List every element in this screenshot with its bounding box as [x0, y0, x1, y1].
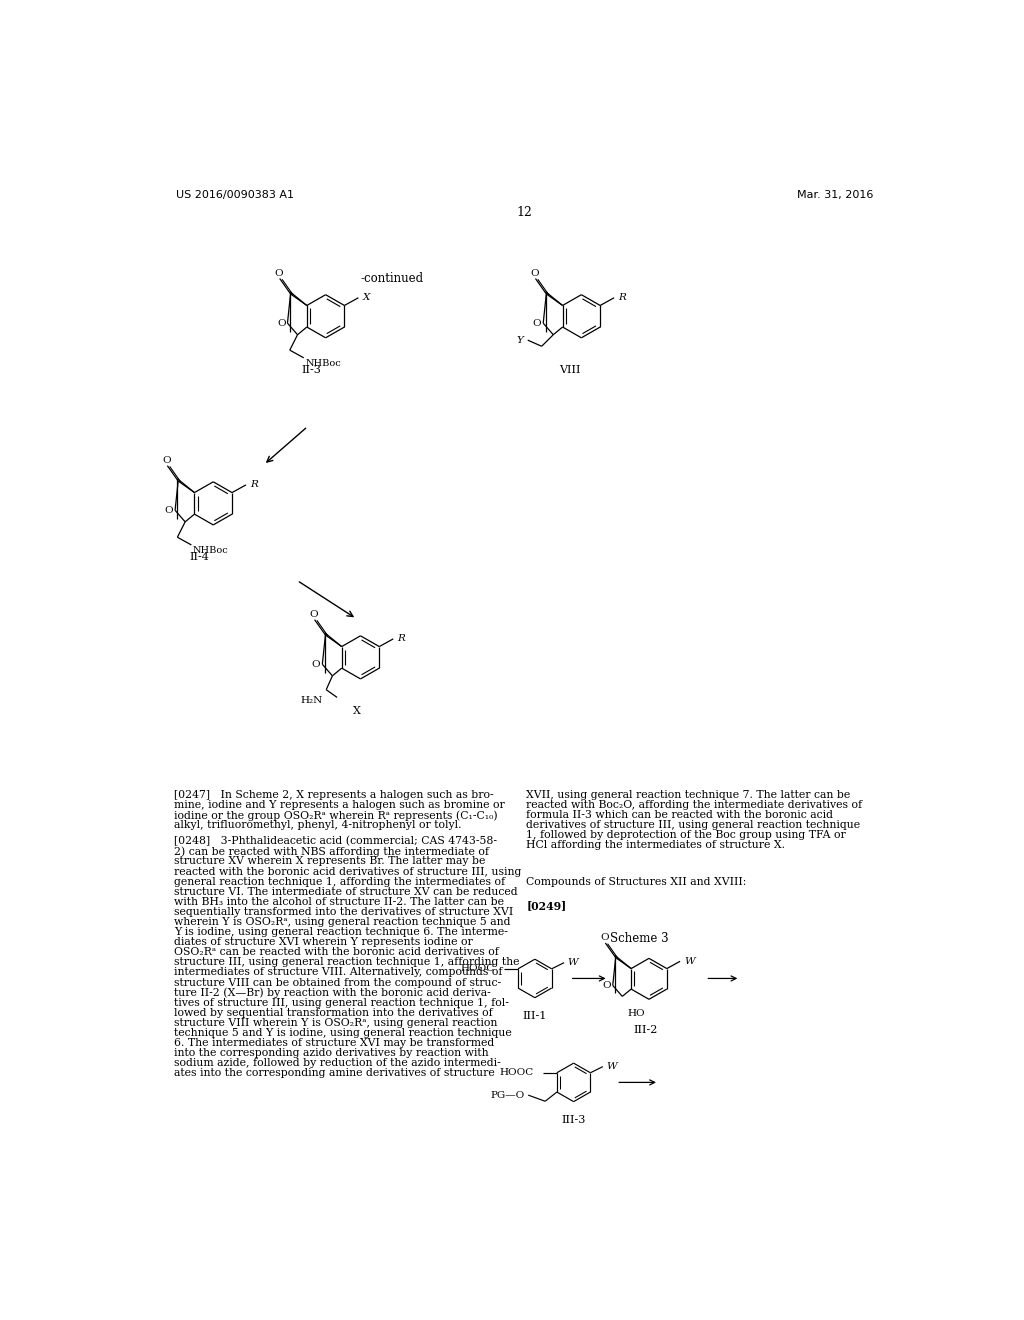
Text: Compounds of Structures XII and XVIII:: Compounds of Structures XII and XVIII: — [526, 876, 746, 887]
Text: O: O — [532, 318, 542, 327]
Text: alkyl, trifluoromethyl, phenyl, 4-nitrophenyl or tolyl.: alkyl, trifluoromethyl, phenyl, 4-nitrop… — [174, 820, 462, 830]
Text: structure VIII can be obtained from the compound of struc-: structure VIII can be obtained from the … — [174, 978, 502, 987]
Text: structure VI. The intermediate of structure XV can be reduced: structure VI. The intermediate of struct… — [174, 887, 518, 896]
Text: HO: HO — [628, 1010, 645, 1018]
Text: with BH₃ into the alcohol of structure II-2. The latter can be: with BH₃ into the alcohol of structure I… — [174, 896, 505, 907]
Text: 2) can be reacted with NBS affording the intermediate of: 2) can be reacted with NBS affording the… — [174, 846, 489, 857]
Text: O: O — [600, 933, 609, 942]
Text: OSO₂Rᵃ can be reacted with the boronic acid derivatives of: OSO₂Rᵃ can be reacted with the boronic a… — [174, 948, 500, 957]
Text: XVII, using general reaction technique 7. The latter can be: XVII, using general reaction technique 7… — [526, 789, 851, 800]
Text: US 2016/0090383 A1: US 2016/0090383 A1 — [176, 190, 294, 201]
Text: O: O — [274, 269, 284, 277]
Text: W: W — [606, 1063, 616, 1071]
Text: intermediates of structure VIII. Alternatively, compounds of: intermediates of structure VIII. Alterna… — [174, 968, 503, 977]
Text: ture II-2 (X—Br) by reaction with the boronic acid deriva-: ture II-2 (X—Br) by reaction with the bo… — [174, 987, 492, 998]
Text: Y: Y — [517, 335, 524, 345]
Text: HOOC: HOOC — [500, 1068, 534, 1077]
Text: derivatives of structure III, using general reaction technique: derivatives of structure III, using gene… — [526, 820, 860, 830]
Text: Mar. 31, 2016: Mar. 31, 2016 — [797, 190, 873, 201]
Text: II-4: II-4 — [189, 552, 209, 562]
Text: O: O — [276, 318, 286, 327]
Text: sodium azide, followed by reduction of the azido intermedi-: sodium azide, followed by reduction of t… — [174, 1059, 502, 1068]
Text: III-3: III-3 — [561, 1114, 586, 1125]
Text: general reaction technique 1, affording the intermediates of: general reaction technique 1, affording … — [174, 876, 506, 887]
Text: formula II-3 which can be reacted with the boronic acid: formula II-3 which can be reacted with t… — [526, 810, 834, 820]
Text: III-2: III-2 — [633, 1026, 657, 1035]
Text: 12: 12 — [517, 206, 532, 219]
Text: tives of structure III, using general reaction technique 1, fol-: tives of structure III, using general re… — [174, 998, 509, 1007]
Text: NHBoc: NHBoc — [193, 546, 228, 556]
Text: -continued: -continued — [360, 272, 424, 285]
Text: H₂N: H₂N — [301, 696, 324, 705]
Text: O: O — [530, 269, 539, 277]
Text: 1, followed by deprotection of the Boc group using TFA or: 1, followed by deprotection of the Boc g… — [526, 830, 846, 840]
Text: PG—O: PG—O — [490, 1090, 525, 1100]
Text: reacted with Boc₂O, affording the intermediate derivatives of: reacted with Boc₂O, affording the interm… — [526, 800, 862, 810]
Text: structure III, using general reaction technique 1, affording the: structure III, using general reaction te… — [174, 957, 520, 968]
Text: III-1: III-1 — [522, 1011, 547, 1020]
Text: [0247]   In Scheme 2, X represents a halogen such as bro-: [0247] In Scheme 2, X represents a halog… — [174, 789, 495, 800]
Text: 6. The intermediates of structure XVI may be transformed: 6. The intermediates of structure XVI ma… — [174, 1038, 495, 1048]
Text: iodine or the group OSO₂Rᵃ wherein Rᵃ represents (C₁-C₁₀): iodine or the group OSO₂Rᵃ wherein Rᵃ re… — [174, 810, 498, 821]
Text: VIII: VIII — [559, 364, 581, 375]
Text: sequentially transformed into the derivatives of structure XVI: sequentially transformed into the deriva… — [174, 907, 514, 917]
Text: NHBoc: NHBoc — [305, 359, 341, 368]
Text: X: X — [352, 706, 360, 715]
Text: II-3: II-3 — [302, 364, 322, 375]
Text: R: R — [250, 480, 258, 490]
Text: diates of structure XVI wherein Y represents iodine or: diates of structure XVI wherein Y repres… — [174, 937, 473, 948]
Text: O: O — [309, 610, 318, 619]
Text: HOOC: HOOC — [461, 965, 495, 973]
Text: lowed by sequential transformation into the derivatives of: lowed by sequential transformation into … — [174, 1007, 494, 1018]
Text: structure VIII wherein Y is OSO₂Rᵃ, using general reaction: structure VIII wherein Y is OSO₂Rᵃ, usin… — [174, 1018, 498, 1028]
Text: R: R — [397, 635, 406, 643]
Text: [0248]   3-Phthalideacetic acid (commercial; CAS 4743-58-: [0248] 3-Phthalideacetic acid (commercia… — [174, 837, 498, 846]
Text: Y is iodine, using general reaction technique 6. The interme-: Y is iodine, using general reaction tech… — [174, 927, 508, 937]
Text: X: X — [362, 293, 370, 302]
Text: mine, iodine and Y represents a halogen such as bromine or: mine, iodine and Y represents a halogen … — [174, 800, 505, 810]
Text: Scheme 3: Scheme 3 — [610, 932, 669, 945]
Text: ates into the corresponding amine derivatives of structure: ates into the corresponding amine deriva… — [174, 1068, 496, 1078]
Text: structure XV wherein X represents Br. The latter may be: structure XV wherein X represents Br. Th… — [174, 857, 485, 866]
Text: W: W — [684, 957, 694, 966]
Text: O: O — [602, 981, 611, 990]
Text: into the corresponding azido derivatives by reaction with: into the corresponding azido derivatives… — [174, 1048, 489, 1059]
Text: wherein Y is OSO₂Rᵃ, using general reaction technique 5 and: wherein Y is OSO₂Rᵃ, using general react… — [174, 917, 511, 927]
Text: [0249]: [0249] — [526, 900, 566, 911]
Text: R: R — [618, 293, 626, 302]
Text: O: O — [312, 660, 321, 669]
Text: technique 5 and Y is iodine, using general reaction technique: technique 5 and Y is iodine, using gener… — [174, 1028, 512, 1038]
Text: W: W — [567, 958, 578, 968]
Text: O: O — [162, 455, 171, 465]
Text: O: O — [165, 506, 173, 515]
Text: HCl affording the intermediates of structure X.: HCl affording the intermediates of struc… — [526, 841, 785, 850]
Text: reacted with the boronic acid derivatives of structure III, using: reacted with the boronic acid derivative… — [174, 866, 522, 876]
